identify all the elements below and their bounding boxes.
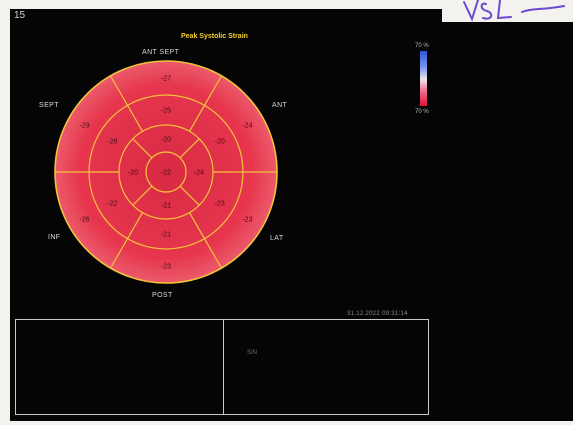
- echo-monitor-screen: 15 Peak Systolic Strain -27 -24 -23 -23 -26-…: [10, 9, 442, 421]
- ring-border: [145, 151, 187, 193]
- segment-value-mid: -25: [161, 108, 171, 115]
- chart-title: Peak Systolic Strain: [181, 33, 248, 40]
- segment-divider: [109, 75, 144, 132]
- segment-value-mid: -28: [107, 139, 117, 146]
- color-scale-bar: [420, 51, 427, 106]
- waveform-panel-right: SIN: [223, 319, 429, 415]
- segment-value-apical: -20: [128, 170, 138, 177]
- right-side-panel: [442, 22, 573, 421]
- screen-number: 15: [14, 10, 26, 21]
- segment-value-apical: -21: [161, 203, 171, 210]
- segment-value-mid: -23: [215, 201, 225, 208]
- strain-map-fill: [55, 61, 277, 283]
- segment-value-mid: -22: [107, 201, 117, 208]
- bullseye-plot: -27 -24 -23 -23 -26 -29 -25 -20 -23 -21 -22 -28 -20 -…: [54, 60, 278, 284]
- segment-value-basal: -26: [80, 217, 90, 224]
- segment-value-apex: -22: [161, 170, 171, 177]
- wall-label-sept: SEPT: [39, 102, 59, 109]
- segment-value-apical: -20: [161, 137, 171, 144]
- wall-label-inf: INF: [48, 234, 61, 241]
- segment-divider: [109, 212, 144, 269]
- paper-margin: [442, 0, 573, 22]
- segment-value-basal: -24: [242, 123, 252, 130]
- bullseye-map: -27 -24 -23 -23 -26 -29 -25 -20 -23 -21 -22 -28 -20 -…: [54, 60, 278, 284]
- wall-label-ant-sept: ANT SEPT: [142, 49, 180, 56]
- segment-divider: [188, 212, 223, 269]
- segment-value-apical: -24: [194, 170, 204, 177]
- segment-divider: [188, 75, 223, 132]
- segment-value-mid: -20: [215, 139, 225, 146]
- segment-divider: [179, 138, 200, 159]
- segment-value-basal: -23: [161, 264, 171, 271]
- wall-label-lat: LAT: [270, 235, 284, 242]
- segment-value-basal: -27: [161, 76, 171, 83]
- timestamp: 31.12.2022 09:31:14: [347, 311, 408, 317]
- segment-divider: [179, 185, 200, 206]
- waveform-panel-left: [15, 319, 225, 415]
- segment-divider: [132, 138, 153, 159]
- segment-value-basal: -29: [80, 123, 90, 130]
- scale-bottom-label: 70 %: [415, 109, 429, 115]
- segment-value-mid: -21: [161, 232, 171, 239]
- scale-top-label: 70 %: [415, 43, 429, 49]
- segment-divider: [132, 185, 153, 206]
- segment-value-basal: -23: [242, 217, 252, 224]
- handwritten-annotation: [463, 0, 565, 22]
- panel-right-label: SIN: [247, 350, 258, 356]
- wall-label-post: POST: [152, 292, 173, 299]
- wall-label-ant: ANT: [272, 102, 288, 109]
